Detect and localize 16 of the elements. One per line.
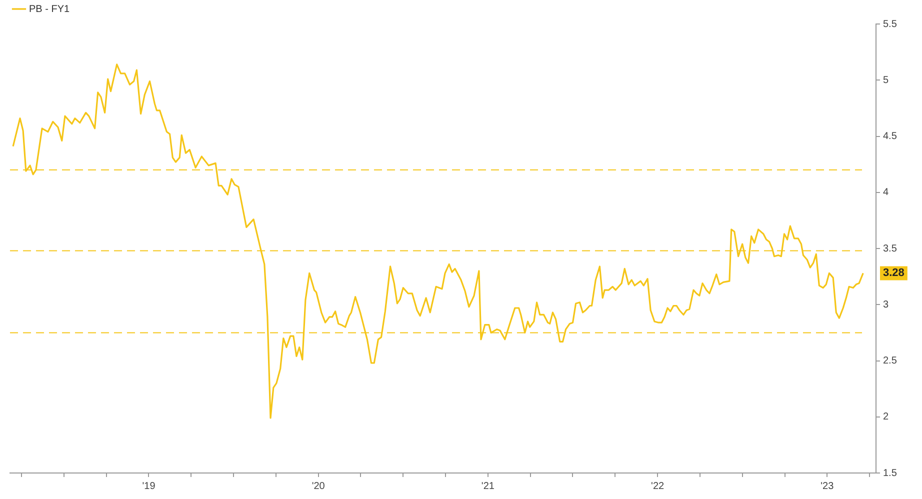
x-tick-label: '20	[312, 480, 326, 492]
y-tick-label: 5	[883, 74, 889, 86]
legend-label: PB - FY1	[29, 4, 70, 15]
y-tick-label: 1.5	[883, 468, 898, 479]
y-tick-label: 5.5	[883, 18, 898, 30]
y-tick-label: 2.5	[883, 356, 898, 366]
y-tick-label: 4.5	[883, 131, 898, 142]
y-tick-label: 3.5	[883, 243, 898, 254]
y-tick-label: 3	[883, 299, 889, 310]
x-tick-label: '23	[820, 480, 834, 492]
y-tick-label: 4	[883, 187, 889, 198]
y-tick-label: 2	[883, 412, 889, 423]
text: 3.28	[883, 267, 904, 280]
x-tick-label: '21	[481, 480, 495, 492]
x-tick-label: '22	[651, 480, 664, 492]
x-tick-label: '19	[142, 480, 156, 492]
